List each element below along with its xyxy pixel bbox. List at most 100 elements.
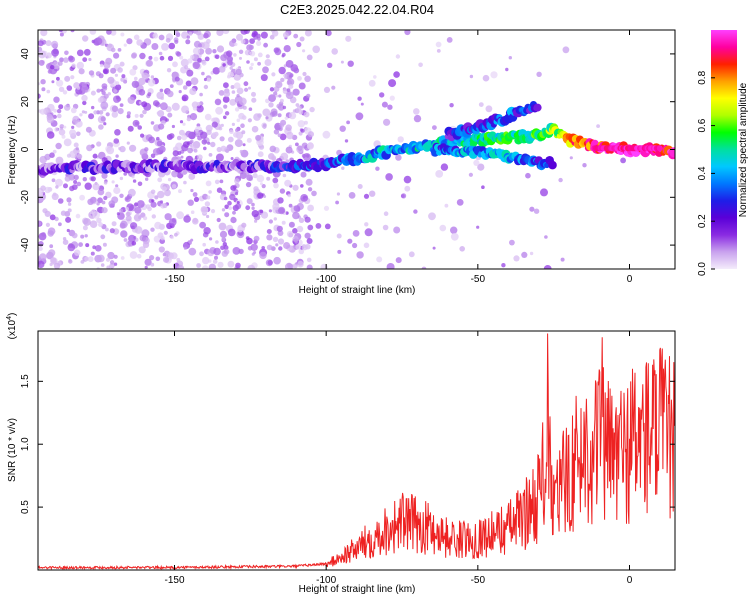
spectrogram-noise-cell	[126, 114, 131, 119]
spectrogram-noise-cell	[51, 40, 59, 49]
spectrogram-noise-cell	[473, 159, 480, 166]
spectrogram-noise-cell	[58, 104, 64, 110]
spectrogram-noise-cell	[148, 136, 156, 144]
spectrogram-noise-cell	[278, 94, 282, 98]
spectrogram-noise-cell	[282, 173, 287, 178]
spectrogram-noise-cell	[216, 187, 223, 193]
snr-x-tick-label: -50	[471, 575, 486, 586]
spectrogram-noise-cell	[160, 102, 168, 111]
spectrogram-noise-cell	[158, 145, 166, 153]
spectrogram-noise-cell	[282, 32, 289, 38]
spectrogram-noise-cell	[218, 222, 227, 231]
spectrogram-noise-cell	[89, 30, 97, 35]
spectrogram-noise-cell	[303, 120, 308, 125]
spectrogram-noise-cell	[296, 225, 304, 233]
spectrogram-noise-cell	[223, 115, 227, 120]
spectrogram-noise-cell	[185, 130, 193, 138]
spectrogram-noise-cell	[59, 57, 64, 63]
colorbar-gradient	[711, 30, 737, 269]
spectrogram-noise-cell	[525, 172, 531, 179]
spectrogram-noise-cell	[119, 193, 124, 198]
spectrogram-ridge-cell	[669, 147, 675, 158]
snr-background	[38, 331, 675, 570]
spectrogram-noise-cell	[163, 230, 168, 235]
spectrogram-noise-cell	[69, 129, 77, 137]
spectrogram-noise-cell	[192, 106, 198, 111]
spectrogram-noise-cell	[277, 133, 282, 137]
spectrogram-noise-cell	[203, 32, 209, 39]
spectrogram-noise-cell	[292, 211, 300, 220]
spectrogram-noise-cell	[148, 55, 153, 60]
spectrogram-noise-cell	[63, 57, 69, 63]
spectrogram-noise-cell	[90, 90, 96, 96]
spectrogram-noise-cell	[300, 184, 304, 188]
spectrogram-noise-cell	[229, 66, 233, 70]
spectrogram-noise-cell	[129, 144, 137, 152]
spectrogram-noise-cell	[125, 211, 131, 217]
spectrogram-noise-cell	[125, 207, 129, 211]
spectrogram-noise-cell	[468, 172, 473, 177]
spectrogram-noise-cell	[481, 185, 485, 189]
spectrogram-noise-cell	[247, 246, 253, 251]
spectrogram-noise-cell	[508, 56, 512, 60]
spectrogram-noise-cell	[75, 147, 80, 151]
spectrogram-noise-cell	[199, 92, 203, 97]
spectrogram-noise-cell	[205, 180, 212, 187]
spectrogram-noise-cell	[99, 63, 104, 68]
spectrogram-noise-cell	[87, 256, 94, 263]
spectrogram-noise-cell	[543, 265, 552, 269]
spectrogram-noise-cell	[224, 212, 230, 218]
spectrogram-noise-cell	[78, 242, 83, 248]
spectrogram-noise-cell	[234, 42, 238, 47]
spectrogram-noise-cell	[222, 242, 227, 247]
spectrogram-noise-cell	[84, 110, 88, 114]
spectrogram-noise-cell	[280, 152, 289, 161]
spectrogram-noise-cell	[182, 141, 190, 148]
spectrogram-noise-cell	[231, 122, 235, 126]
spectrogram-noise-cell	[96, 207, 102, 213]
spectrogram-noise-cell	[260, 31, 268, 39]
spectrogram-noise-cell	[76, 49, 84, 57]
spectrogram-noise-cell	[68, 259, 73, 264]
spectrogram-x-tick-label: -150	[164, 274, 184, 285]
spectrogram-noise-cell	[193, 148, 198, 153]
spectrogram-noise-cell	[150, 75, 155, 79]
spectrogram-noise-cell	[90, 196, 97, 204]
spectrogram-noise-cell	[212, 259, 218, 264]
spectrogram-noise-cell	[71, 63, 76, 68]
colorbar-tick-label: 0.2	[697, 214, 708, 228]
spectrogram-noise-cell	[81, 110, 85, 114]
spectrogram-noise-cell	[327, 62, 333, 68]
spectrogram-noise-cell	[120, 230, 128, 238]
spectrogram-noise-cell	[55, 178, 63, 187]
spectrogram-noise-cell	[216, 146, 222, 153]
spectrogram-noise-cell	[383, 118, 391, 126]
spectrogram-noise-cell	[229, 129, 234, 134]
spectrogram-noise-cell	[215, 106, 224, 115]
spectrogram-noise-cell	[413, 114, 422, 123]
spectrogram-noise-cell	[83, 48, 91, 56]
spectrogram-noise-cell	[166, 88, 170, 92]
spectrogram-noise-cell	[54, 127, 59, 132]
spectrogram-noise-cell	[211, 132, 218, 139]
spectrogram-noise-cell	[195, 131, 201, 136]
spectrogram-noise-cell	[62, 239, 69, 245]
spectrogram-noise-cell	[255, 134, 262, 141]
spectrogram-noise-cell	[230, 216, 236, 222]
spectrogram-noise-cell	[70, 107, 77, 114]
spectrogram-noise-cell	[297, 260, 304, 268]
spectrogram-noise-cell	[147, 206, 152, 212]
spectrogram-noise-cell	[214, 98, 222, 106]
snr-y-tick-label: 1.5	[20, 374, 31, 388]
spectrogram-noise-cell	[233, 132, 239, 138]
spectrogram-noise-cell	[176, 257, 181, 262]
spectrogram-noise-cell	[154, 195, 159, 200]
spectrogram-noise-cell	[140, 133, 145, 138]
spectrogram-noise-cell	[38, 220, 42, 226]
spectrogram-noise-cell	[273, 217, 277, 221]
spectrogram-noise-cell	[240, 39, 246, 44]
spectrogram-noise-cell	[302, 71, 307, 77]
spectrogram-noise-cell	[94, 37, 103, 46]
spectrogram-noise-cell	[65, 216, 72, 223]
spectrogram-noise-cell	[246, 137, 252, 143]
